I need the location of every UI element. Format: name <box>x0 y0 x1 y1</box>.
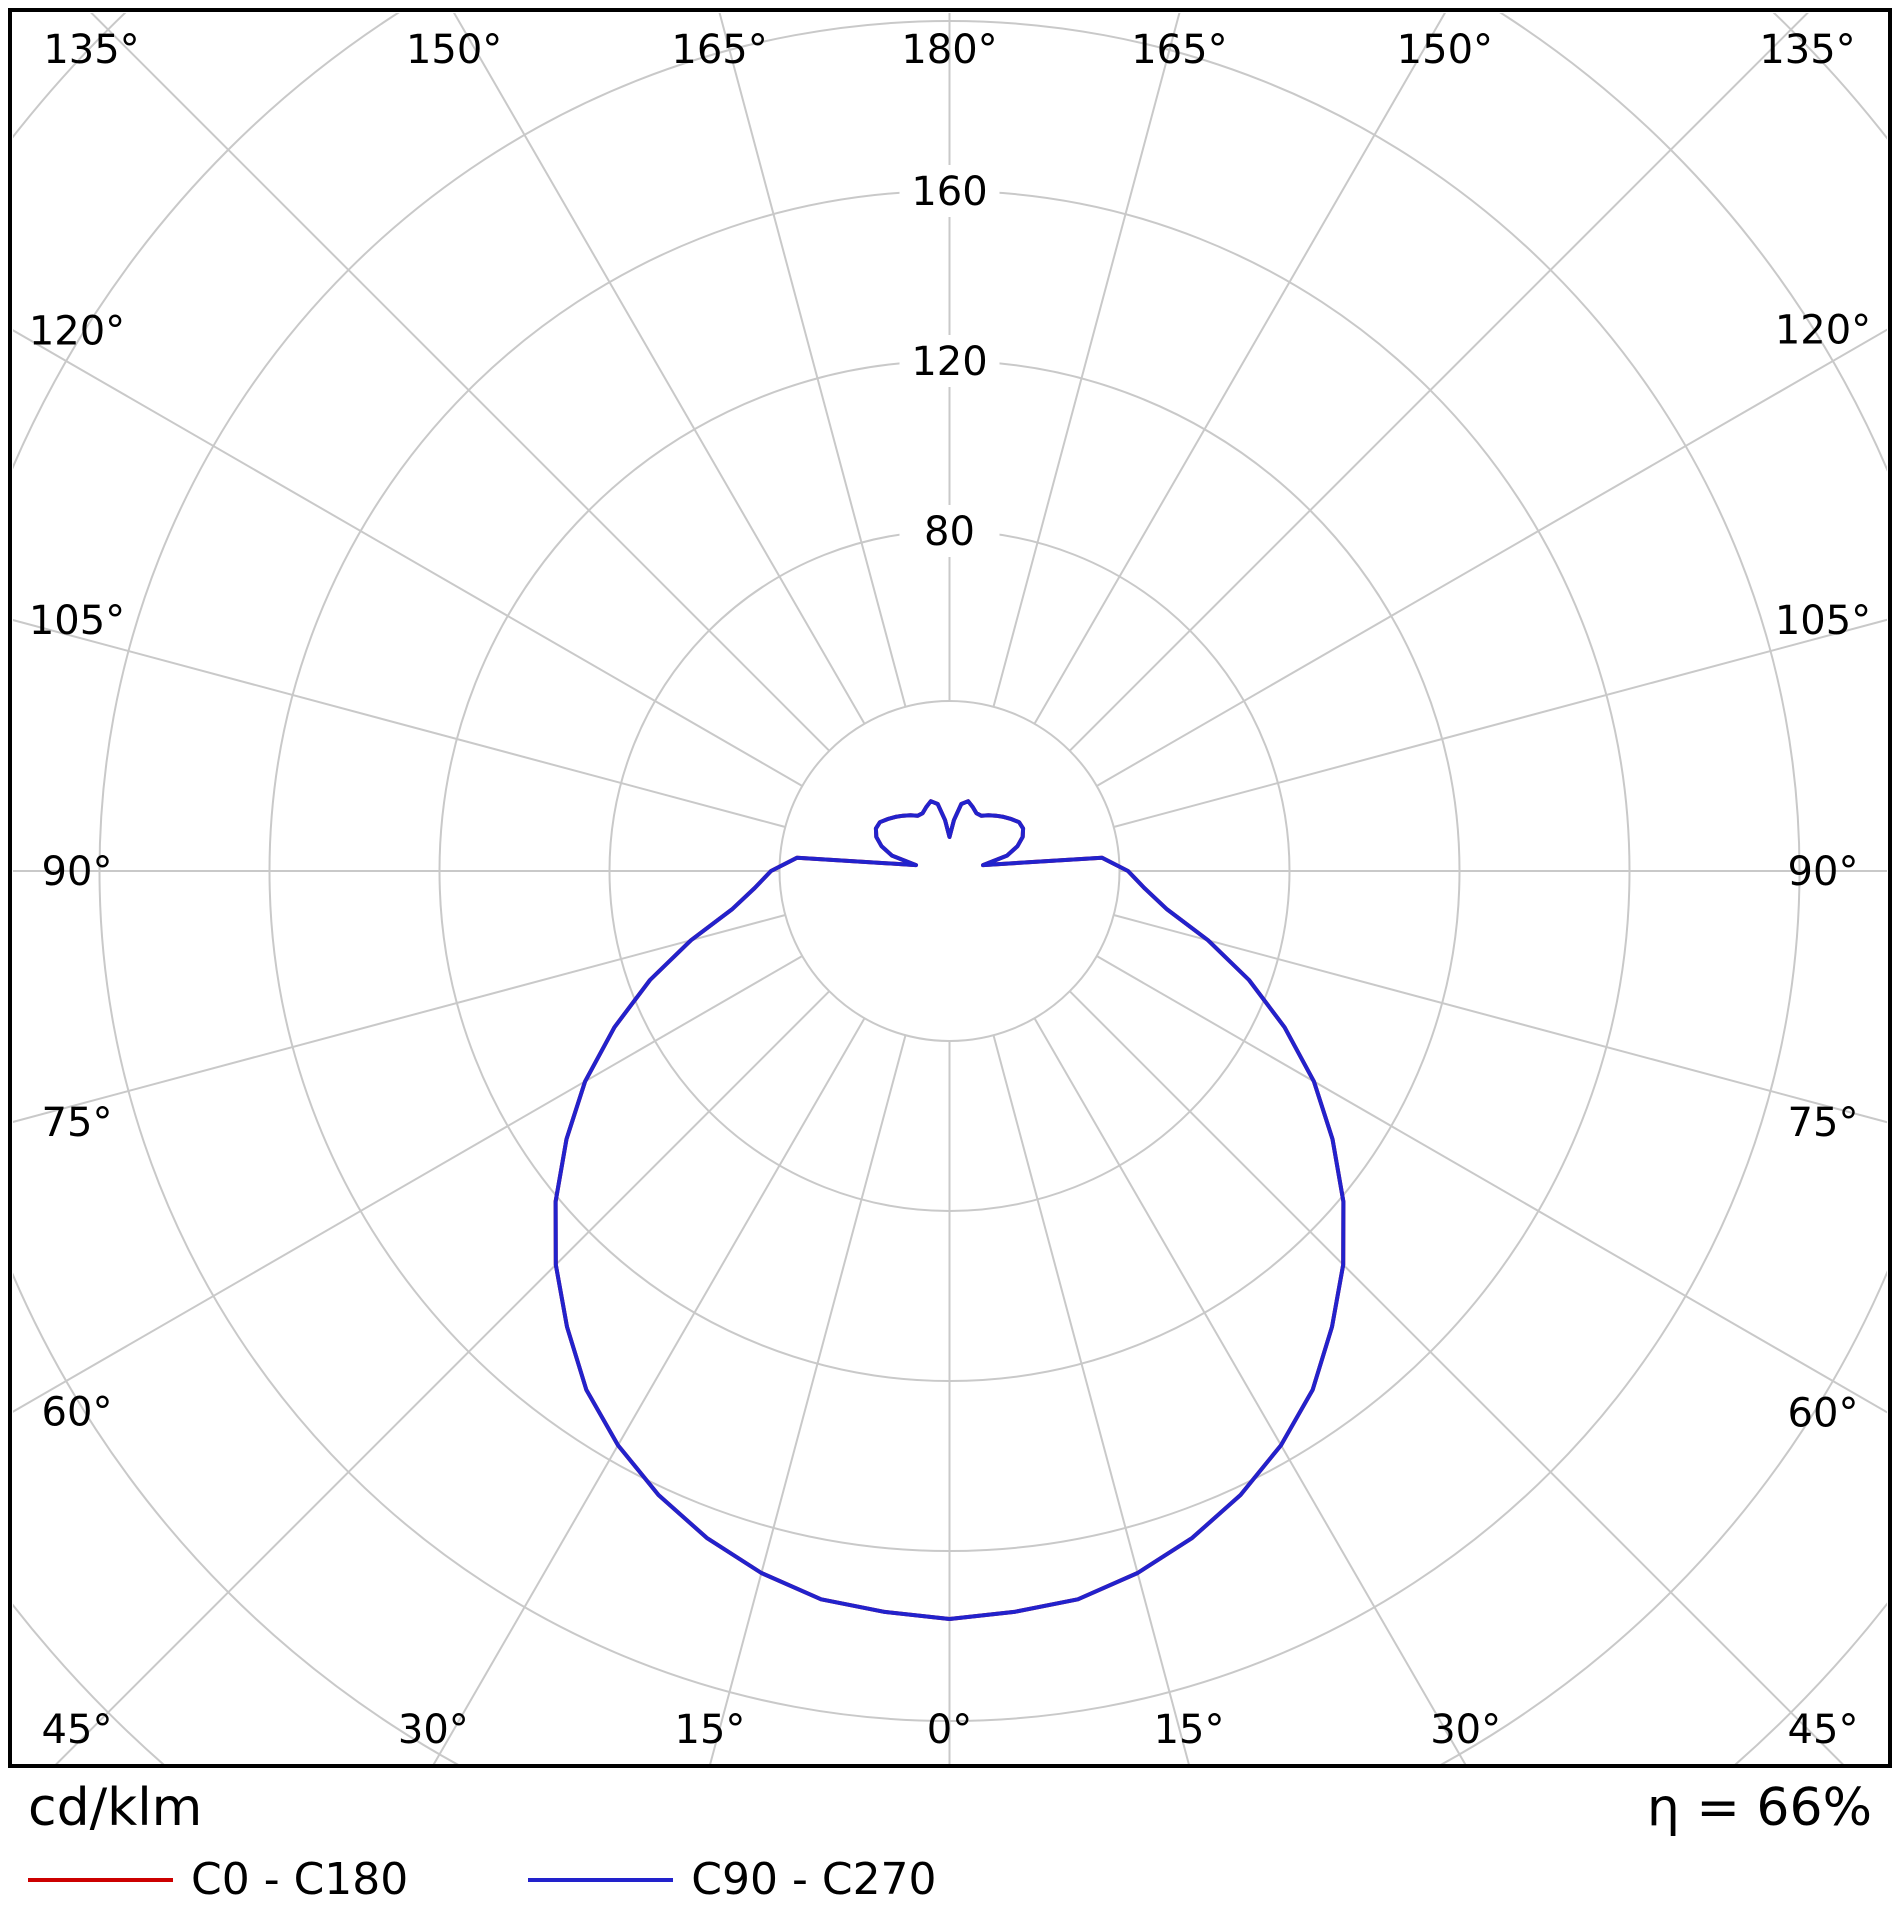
angle-label-105-right: 105° <box>1775 598 1871 644</box>
angle-label-90-left: 90° <box>42 849 113 895</box>
angle-label-105-left: 105° <box>29 598 125 644</box>
grid-spoke-45 <box>1069 990 1845 1765</box>
grid-spoke-105 <box>13 619 786 828</box>
grid-spoke-30 <box>1033 1017 1467 1765</box>
ring-label-bg <box>899 505 1000 557</box>
grid-spoke-150 <box>452 13 866 725</box>
footer-top-row: cd/klm η = 66% <box>10 1778 1890 1838</box>
axis-labels: 80 120 160 0° 15° 15° 30° 30° 45° 45° 60° 60° 75° 75°… <box>29 27 1871 1753</box>
ring-label-bg <box>899 165 1000 217</box>
legend-item-c90-c270: C90 - C270 <box>528 1854 937 1905</box>
frame-border <box>8 8 1892 1768</box>
angle-label-165-left: 165° <box>671 27 767 73</box>
polar-grid <box>13 13 1887 1765</box>
angle-label-75-left: 75° <box>42 1100 113 1146</box>
curve-C90-C270 <box>553 799 1346 1621</box>
grid-spoke-75 <box>13 914 786 1123</box>
polar-chart: 80 120 160 0° 15° 15° 30° 30° 45° 45° 60° 60° 75° 75°… <box>8 8 1892 1768</box>
ring-label-160: 160 <box>911 169 987 215</box>
angle-label-120-left: 120° <box>29 308 125 354</box>
grid-spoke-135 <box>90 13 830 752</box>
grid-spoke-45 <box>54 990 830 1765</box>
grid-spoke-30 <box>432 1017 866 1765</box>
grid-spoke-60 <box>1096 955 1887 1414</box>
angle-label-90-right: 90° <box>1788 849 1859 895</box>
angle-label-135-right: 135° <box>1759 27 1855 73</box>
angle-label-75-right: 75° <box>1788 1100 1859 1146</box>
legend-label-c90-c270: C90 - C270 <box>691 1854 937 1905</box>
angle-label-165-right: 165° <box>1131 27 1227 73</box>
grid-spoke-75 <box>1113 914 1887 1124</box>
ring-label-bg <box>899 335 1000 387</box>
angle-label-120-right: 120° <box>1775 308 1871 354</box>
intensity-curves <box>553 799 1346 1621</box>
angle-label-60-left: 60° <box>42 1390 113 1436</box>
grid-spoke-165 <box>718 13 907 708</box>
grid-spoke-135 <box>1069 13 1809 752</box>
grid-spoke-60 <box>13 955 803 1413</box>
angle-label-150-right: 150° <box>1397 27 1493 73</box>
grid-spoke-15 <box>708 1034 907 1765</box>
angle-label-45-left: 45° <box>42 1707 113 1753</box>
angle-label-150-left: 150° <box>406 27 502 73</box>
efficiency-label: η = 66% <box>1646 1778 1872 1838</box>
grid-spoke-150 <box>1033 13 1447 725</box>
angle-label-15-left: 15° <box>675 1707 746 1753</box>
grid-spoke-15 <box>992 1034 1191 1765</box>
grid-spoke-165 <box>992 13 1181 708</box>
ring-label-80: 80 <box>924 509 975 555</box>
ring-label-120: 120 <box>911 339 987 385</box>
legend: C0 - C180 C90 - C270 <box>10 1854 1890 1905</box>
angle-label-15-right: 15° <box>1154 1707 1225 1753</box>
angle-label-0-right: 0° <box>927 1707 972 1753</box>
blue-line-swatch <box>528 1877 674 1882</box>
angle-label-60-right: 60° <box>1788 1390 1859 1436</box>
angle-label-30-right: 30° <box>1430 1707 1501 1753</box>
angle-label-30-left: 30° <box>398 1707 469 1753</box>
grid-ring-40 <box>778 700 1121 1042</box>
grid-spoke-120 <box>1096 328 1887 787</box>
angle-label-135-left: 135° <box>43 27 139 73</box>
grid-spoke-120 <box>13 329 803 787</box>
legend-label-c0-c180: C0 - C180 <box>191 1854 409 1905</box>
angle-label-45-right: 45° <box>1788 1707 1859 1753</box>
grid-spoke-105 <box>1113 618 1887 828</box>
red-line-swatch <box>28 1877 173 1882</box>
angle-label-180-right: 180° <box>901 27 997 73</box>
chart-footer: cd/klm η = 66% C0 - C180 C90 - C270 <box>10 1778 1890 1905</box>
unit-label: cd/klm <box>28 1778 203 1838</box>
legend-item-c0-c180: C0 - C180 <box>28 1854 408 1905</box>
